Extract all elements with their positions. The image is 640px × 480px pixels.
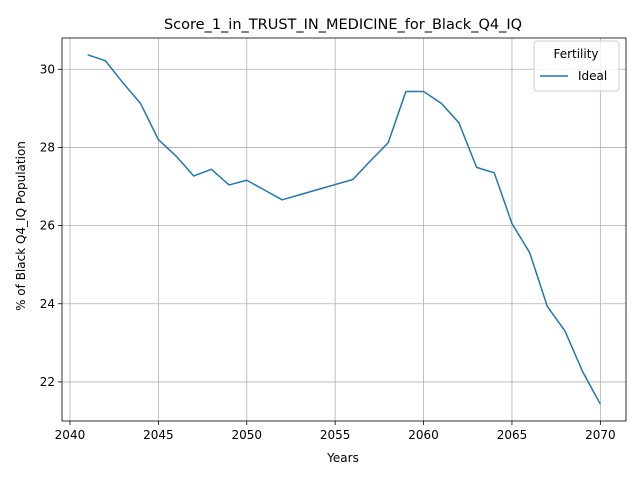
legend-title: Fertility: [553, 47, 598, 61]
x-tick-label: 2055: [320, 428, 351, 442]
y-tick-label: 22: [40, 375, 55, 389]
plot-frame: [61, 37, 627, 422]
x-tick-label: 2040: [55, 428, 86, 442]
x-axis: 2040 2045 2050 2055 2060 2065 2070: [55, 421, 616, 442]
x-tick-label: 2050: [231, 428, 262, 442]
x-tick-label: 2060: [408, 428, 439, 442]
y-axis: 22 24 26 28 30: [40, 62, 62, 389]
series-layer: [87, 54, 602, 405]
x-axis-label: Years: [326, 451, 359, 465]
grid: [62, 38, 626, 421]
y-tick-label: 28: [40, 140, 55, 154]
chart-title: Score_1_in_TRUST_IN_MEDICINE_for_Black_Q…: [164, 17, 522, 33]
y-tick-label: 26: [40, 219, 55, 233]
y-tick-label: 24: [40, 297, 55, 311]
y-axis-label: % of Black Q4_IQ Population: [14, 141, 28, 311]
y-tick-label: 30: [40, 62, 55, 76]
x-tick-label: 2070: [585, 428, 616, 442]
series-line-ideal: [87, 54, 602, 405]
x-tick-label: 2045: [143, 428, 174, 442]
legend-label-ideal: Ideal: [578, 69, 607, 83]
x-tick-label: 2065: [497, 428, 528, 442]
legend: Fertility Ideal: [533, 40, 620, 92]
legend-box: [533, 40, 620, 92]
